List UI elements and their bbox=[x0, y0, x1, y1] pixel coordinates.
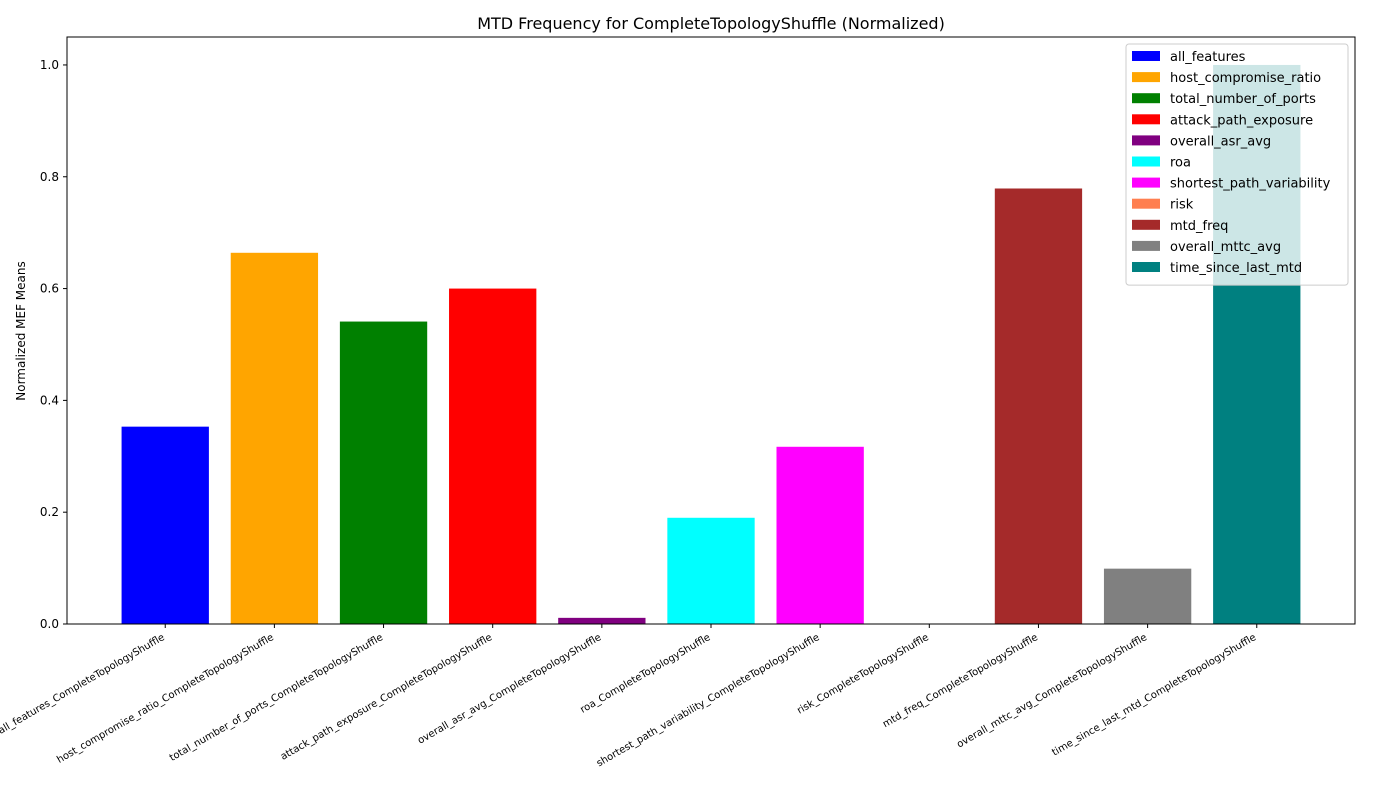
legend-label: overall_asr_avg bbox=[1170, 134, 1271, 149]
x-tick-label: shortest_path_variability_CompleteTopolo… bbox=[595, 632, 822, 769]
legend-box bbox=[1125, 43, 1349, 286]
legend-swatch bbox=[1132, 177, 1160, 188]
x-tick-label: overall_asr_avg_CompleteTopologyShuffle bbox=[416, 632, 603, 747]
y-axis-label: Normalized MEF Means bbox=[14, 261, 28, 400]
chart-title: MTD Frequency for CompleteTopologyShuffl… bbox=[477, 14, 945, 33]
y-tick-label: 1.0 bbox=[40, 58, 59, 72]
legend-label: time_since_last_mtd bbox=[1170, 261, 1302, 276]
legend: all_features host_compromise_ratio total_n… bbox=[1125, 43, 1349, 286]
legend-swatch bbox=[1132, 240, 1160, 251]
y-ticks: 0.0 0.2 0.4 0.6 0.8 1.0 bbox=[40, 58, 67, 631]
x-tick-label: time_since_last_mtd_CompleteTopologyShuf… bbox=[1050, 632, 1258, 758]
x-tick-label: attack_path_exposure_CompleteTopologyShu… bbox=[279, 632, 494, 763]
bar-roa bbox=[667, 517, 755, 624]
legend-label: host_compromise_ratio bbox=[1170, 71, 1321, 86]
legend-swatch bbox=[1132, 156, 1160, 167]
y-tick-label: 0.4 bbox=[40, 393, 59, 407]
x-tick-label: total_number_of_ports_CompleteTopologySh… bbox=[168, 632, 385, 764]
plot-frame bbox=[66, 36, 1356, 625]
bar-shortest_path_variability bbox=[776, 446, 864, 624]
legend-swatch bbox=[1132, 114, 1160, 125]
legend-swatch bbox=[1132, 198, 1160, 209]
x-tick-label: host_compromise_ratio_CompleteTopologySh… bbox=[55, 632, 276, 766]
legend-label: total_number_of_ports bbox=[1170, 92, 1316, 107]
legend-swatch bbox=[1132, 262, 1160, 272]
legend-label: attack_path_exposure bbox=[1170, 113, 1313, 128]
bar-total_number_of_ports bbox=[339, 321, 428, 624]
bar-all_features bbox=[121, 426, 209, 624]
legend-label: risk bbox=[1170, 198, 1194, 213]
bar-overall_asr_avg bbox=[558, 617, 646, 624]
bar-mtd_freq bbox=[994, 188, 1083, 625]
legend-label: all_features bbox=[1170, 50, 1246, 65]
legend-label: shortest_path_variability bbox=[1170, 177, 1331, 192]
legend-label: roa bbox=[1170, 156, 1191, 171]
bar-overall_mttc_avg bbox=[1103, 568, 1192, 624]
x-tick-label: all_features_CompleteTopologyShuffle bbox=[0, 632, 167, 737]
bar-attack_path_exposure bbox=[449, 288, 537, 624]
legend-label: mtd_freq bbox=[1170, 219, 1228, 234]
legend-swatch bbox=[1132, 135, 1160, 146]
y-tick-label: 0.2 bbox=[40, 505, 59, 519]
x-ticks: all_features_CompleteTopologyShufflehost… bbox=[0, 624, 1258, 769]
y-tick-label: 0.0 bbox=[40, 617, 59, 631]
bar-host_compromise_ratio bbox=[230, 252, 319, 625]
legend-swatch bbox=[1132, 72, 1160, 83]
legend-swatch bbox=[1132, 219, 1160, 230]
x-tick-label: overall_mttc_avg_CompleteTopologyShuffle bbox=[955, 632, 1149, 750]
y-tick-label: 0.6 bbox=[40, 282, 59, 296]
y-tick-label: 0.8 bbox=[40, 170, 59, 184]
legend-swatch bbox=[1132, 93, 1160, 104]
bars-layer bbox=[121, 64, 1301, 625]
legend-label: overall_mttc_avg bbox=[1170, 240, 1281, 255]
legend-swatch bbox=[1132, 51, 1160, 61]
